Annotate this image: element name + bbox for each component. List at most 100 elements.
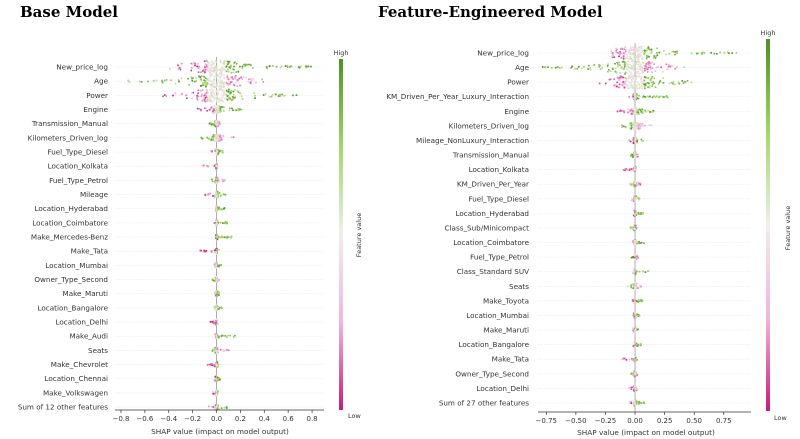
- base-model-shap-point: [298, 66, 301, 69]
- base-model-shap-point: [215, 389, 218, 392]
- feature-engineered-model-shap-point: [636, 140, 638, 142]
- feature-engineered-model-shap-point: [607, 63, 609, 66]
- base-model-x-tick-label: −0.4: [160, 415, 178, 423]
- base-model-shap-point: [216, 100, 219, 103]
- base-model-shap-point: [211, 61, 213, 64]
- base-model-shap-point: [275, 65, 278, 68]
- base-model-shap-point: [215, 190, 218, 193]
- base-model-shap-point: [210, 74, 212, 76]
- feature-engineered-model-shap-point: [626, 169, 629, 172]
- feature-engineered-model-shap-point: [641, 56, 644, 59]
- base-model-shap-point: [252, 77, 255, 80]
- base-model-shap-point: [196, 62, 199, 65]
- base-model-shap-point: [274, 93, 277, 96]
- feature-engineered-model-shap-point: [643, 87, 646, 90]
- feature-engineered-model-feature-points: [632, 311, 641, 320]
- feature-engineered-model-shap-point: [634, 197, 637, 200]
- feature-engineered-model-shap-point: [613, 56, 616, 59]
- feature-engineered-model-shap-point: [638, 270, 641, 273]
- base-model-shap-point: [215, 167, 217, 169]
- feature-engineered-model-shap-point: [558, 67, 561, 70]
- feature-engineered-model-shap-point: [629, 182, 632, 185]
- feature-engineered-model-shap-point: [607, 70, 609, 73]
- feature-engineered-model-shap-point: [624, 357, 627, 360]
- base-model-shap-point: [223, 236, 226, 239]
- feature-engineered-model-shap-point: [661, 95, 664, 98]
- base-model-shap-point: [219, 99, 222, 102]
- base-model-shap-point: [215, 321, 218, 324]
- feature-engineered-model-shap-point: [623, 48, 626, 51]
- base-model-shap-point: [211, 178, 213, 181]
- base-model-shap-point: [203, 69, 206, 72]
- feature-engineered-model-shap-point: [641, 67, 644, 70]
- feature-engineered-model-shap-point: [668, 52, 671, 55]
- feature-engineered-model-feature-points: [598, 74, 693, 90]
- feature-engineered-model-x-ticks: −0.75 −0.50 −0.25 0.00 0.25 0.50 0.75: [536, 412, 732, 425]
- feature-engineered-model-shap-point: [544, 66, 547, 69]
- base-model-shap-point: [232, 109, 234, 112]
- base-model-shap-point: [209, 71, 212, 74]
- feature-engineered-model-shap-point: [652, 56, 655, 59]
- base-model-shap-point: [211, 80, 214, 83]
- feature-engineered-model-shap-point: [614, 83, 617, 86]
- base-model-shap-point: [221, 99, 224, 102]
- base-model-shap-point: [213, 305, 216, 308]
- feature-engineered-model-shap-point: [633, 340, 636, 343]
- base-model-shap-point: [223, 94, 226, 97]
- base-model-panel: Base Model New_price_log Age Power Engine Tr…: [18, 3, 363, 436]
- base-model-shap-point: [214, 105, 217, 108]
- base-model-shap-point: [229, 97, 232, 100]
- base-model-shap-point: [250, 79, 253, 82]
- base-model-shap-point: [209, 76, 212, 79]
- feature-engineered-model-shap-point: [648, 60, 650, 63]
- feature-engineered-model-shap-point: [640, 78, 643, 81]
- feature-engineered-model-shap-point: [580, 67, 583, 70]
- feature-engineered-model-feature-points: [629, 180, 642, 188]
- feature-engineered-model-shap-point: [629, 123, 632, 126]
- feature-engineered-model-shap-point: [644, 82, 647, 85]
- base-model-shap-point: [179, 68, 182, 71]
- feature-engineered-model-shap-point: [636, 57, 639, 60]
- feature-engineered-model-shap-point: [586, 67, 589, 70]
- base-model-shap-point: [214, 97, 217, 100]
- feature-engineered-model-shap-point: [633, 57, 636, 60]
- base-model-shap-point: [213, 109, 216, 112]
- feature-engineered-model-shap-point: [627, 58, 630, 61]
- feature-engineered-model-shap-point: [631, 48, 634, 51]
- feature-engineered-model-shap-point: [626, 85, 629, 88]
- base-model-shap-point: [217, 265, 220, 267]
- feature-engineered-model-shap-point: [634, 87, 637, 89]
- base-model-shap-point: [205, 82, 208, 85]
- base-model-shap-point: [218, 123, 221, 126]
- base-model-shap-point: [222, 83, 225, 86]
- feature-engineered-model-feature-points: [627, 384, 638, 392]
- base-model-shap-point: [221, 149, 224, 152]
- feature-engineered-model-shap-point: [683, 80, 686, 83]
- base-model-shap-point: [215, 220, 218, 223]
- feature-engineered-model-shap-point: [640, 211, 642, 214]
- base-model-shap-point: [222, 350, 225, 353]
- feature-engineered-model-shap-point: [674, 50, 677, 53]
- base-model-shap-point: [196, 92, 199, 95]
- base-model-shap-point: [213, 82, 216, 85]
- base-model-shap-point: [187, 77, 189, 80]
- feature-engineered-model-shap-point: [648, 86, 651, 89]
- feature-engineered-model-shap-point: [634, 356, 637, 359]
- feature-engineered-model-shap-point: [630, 168, 633, 170]
- base-model-feature-label: Owner_Type_Second: [34, 275, 108, 284]
- base-model-shap-point: [215, 67, 217, 70]
- feature-engineered-model-shap-point: [636, 345, 639, 347]
- feature-engineered-model-shap-point: [617, 63, 620, 66]
- feature-engineered-model-shap-point: [666, 68, 669, 71]
- feature-engineered-model-shap-point: [636, 313, 639, 316]
- feature-engineered-model-shap-point: [635, 258, 638, 261]
- base-model-shap-point: [282, 94, 285, 97]
- base-model-x-tick-label: 0.6: [283, 415, 295, 423]
- feature-engineered-model-shap-point: [634, 224, 637, 227]
- base-model-shap-point: [261, 78, 264, 81]
- feature-engineered-model-shap-point: [636, 374, 639, 377]
- feature-engineered-model-shap-point: [649, 64, 652, 66]
- base-model-shap-point: [127, 79, 130, 82]
- base-model-feature-points: [213, 219, 229, 227]
- feature-engineered-model-shap-point: [616, 85, 618, 88]
